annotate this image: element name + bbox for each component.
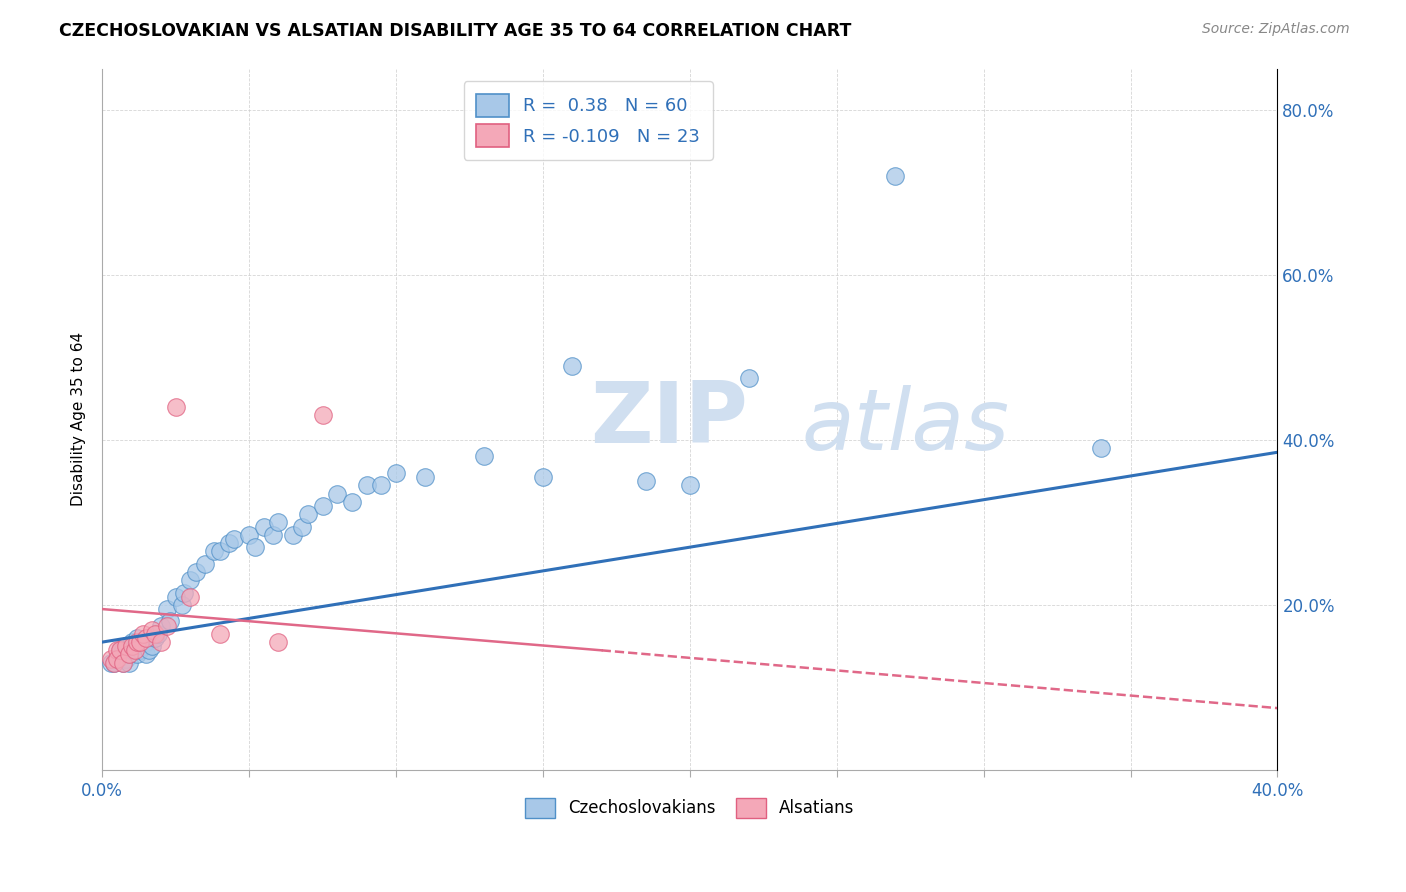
Point	[385, 466, 408, 480]
Point	[132, 627, 155, 641]
Point	[121, 639, 143, 653]
Point	[114, 639, 136, 653]
Point	[634, 474, 657, 488]
Point	[884, 169, 907, 183]
Point	[340, 495, 363, 509]
Point	[111, 643, 134, 657]
Point	[311, 408, 333, 422]
Point	[135, 631, 157, 645]
Point	[267, 635, 290, 649]
Text: CZECHOSLOVAKIAN VS ALSATIAN DISABILITY AGE 35 TO 64 CORRELATION CHART: CZECHOSLOVAKIAN VS ALSATIAN DISABILITY A…	[59, 22, 852, 40]
Point	[105, 651, 128, 665]
Point	[132, 639, 155, 653]
Point	[118, 656, 141, 670]
Legend: Czechoslovakians, Alsatians: Czechoslovakians, Alsatians	[519, 791, 862, 825]
Point	[149, 635, 172, 649]
Point	[179, 573, 201, 587]
Point	[111, 656, 134, 670]
Point	[114, 651, 136, 665]
Point	[118, 648, 141, 662]
Text: atlas: atlas	[801, 384, 1010, 467]
Point	[173, 585, 195, 599]
Point	[129, 635, 152, 649]
Point	[179, 590, 201, 604]
Point	[737, 371, 759, 385]
Point	[311, 499, 333, 513]
Point	[194, 557, 217, 571]
Point	[472, 450, 495, 464]
Text: ZIP: ZIP	[591, 377, 748, 461]
Point	[127, 631, 149, 645]
Point	[143, 631, 166, 645]
Point	[561, 359, 583, 373]
Point	[415, 470, 437, 484]
Point	[356, 478, 378, 492]
Point	[149, 618, 172, 632]
Point	[224, 532, 246, 546]
Point	[238, 528, 260, 542]
Point	[105, 651, 128, 665]
Point	[156, 602, 179, 616]
Point	[127, 635, 149, 649]
Point	[243, 540, 266, 554]
Point	[124, 639, 146, 653]
Point	[141, 623, 163, 637]
Point	[141, 639, 163, 653]
Point	[114, 639, 136, 653]
Point	[326, 486, 349, 500]
Point	[218, 536, 240, 550]
Point	[156, 618, 179, 632]
Point	[135, 648, 157, 662]
Point	[127, 648, 149, 662]
Point	[129, 635, 152, 649]
Point	[165, 400, 187, 414]
Point	[124, 643, 146, 657]
Point	[129, 643, 152, 657]
Point	[143, 627, 166, 641]
Point	[103, 656, 125, 670]
Point	[111, 656, 134, 670]
Point	[138, 643, 160, 657]
Point	[297, 507, 319, 521]
Point	[291, 519, 314, 533]
Point	[108, 643, 131, 657]
Point	[370, 478, 392, 492]
Point	[121, 635, 143, 649]
Point	[105, 643, 128, 657]
Point	[108, 643, 131, 657]
Point	[208, 544, 231, 558]
Point	[1090, 441, 1112, 455]
Point	[121, 643, 143, 657]
Point	[202, 544, 225, 558]
Point	[165, 590, 187, 604]
Y-axis label: Disability Age 35 to 64: Disability Age 35 to 64	[72, 332, 86, 507]
Point	[135, 635, 157, 649]
Point	[679, 478, 702, 492]
Point	[146, 627, 169, 641]
Point	[103, 656, 125, 670]
Point	[208, 627, 231, 641]
Point	[118, 648, 141, 662]
Text: Source: ZipAtlas.com: Source: ZipAtlas.com	[1202, 22, 1350, 37]
Point	[100, 656, 122, 670]
Point	[186, 565, 208, 579]
Point	[267, 516, 290, 530]
Point	[170, 598, 193, 612]
Point	[253, 519, 276, 533]
Point	[100, 651, 122, 665]
Point	[283, 528, 305, 542]
Point	[531, 470, 554, 484]
Point	[159, 615, 181, 629]
Point	[262, 528, 284, 542]
